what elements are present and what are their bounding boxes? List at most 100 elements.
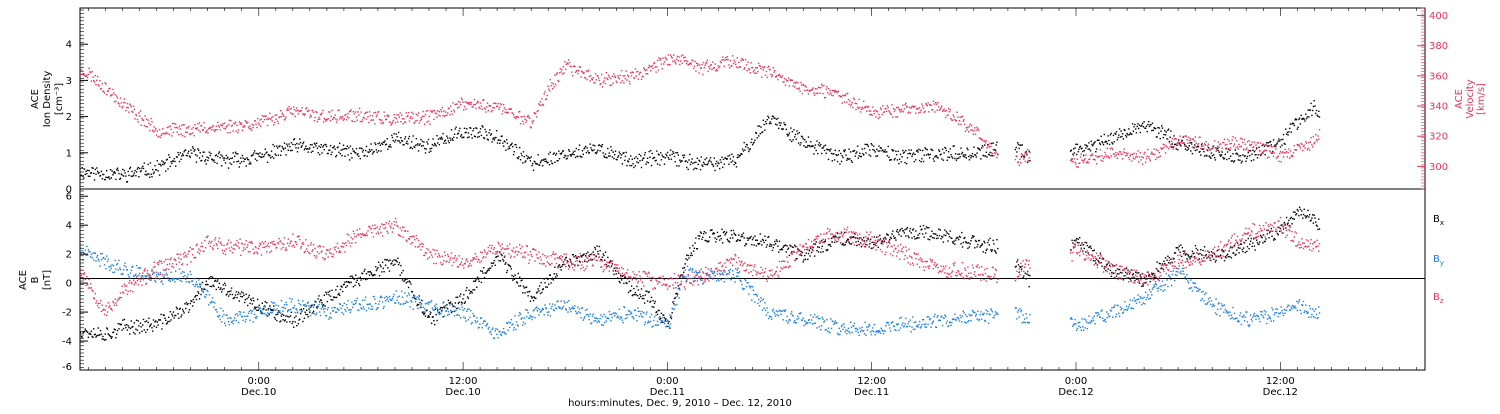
- data-point: [541, 292, 542, 293]
- data-point: [482, 271, 483, 272]
- data-point: [1073, 155, 1074, 156]
- data-point: [750, 72, 751, 73]
- data-point: [1219, 147, 1220, 148]
- data-point: [290, 315, 291, 316]
- data-point: [960, 156, 961, 157]
- data-point: [920, 111, 921, 112]
- data-point: [672, 57, 673, 58]
- data-point: [457, 297, 458, 298]
- data-point: [522, 162, 523, 163]
- data-point: [636, 156, 637, 157]
- data-point: [598, 77, 599, 78]
- data-point: [1086, 242, 1087, 243]
- data-point: [318, 298, 319, 299]
- data-point: [341, 286, 342, 287]
- data-point: [945, 148, 946, 149]
- data-point: [702, 74, 703, 75]
- data-point: [344, 282, 345, 283]
- data-point: [387, 267, 388, 268]
- data-point: [105, 333, 106, 334]
- data-point: [174, 161, 175, 162]
- data-point: [1083, 244, 1084, 245]
- data-point: [301, 147, 302, 148]
- data-point: [707, 60, 708, 61]
- data-point: [1022, 155, 1023, 156]
- data-point: [565, 69, 566, 70]
- data-point: [165, 171, 166, 172]
- data-point: [1199, 151, 1200, 152]
- data-point: [107, 328, 108, 329]
- data-point: [917, 237, 918, 238]
- data-point: [803, 261, 804, 262]
- data-point: [1310, 141, 1311, 142]
- data-point: [830, 92, 831, 93]
- data-point: [380, 264, 381, 265]
- data-point: [1227, 254, 1228, 255]
- data-point: [898, 107, 899, 108]
- data-point: [145, 126, 146, 127]
- data-point: [539, 104, 540, 105]
- data-point: [108, 176, 109, 177]
- data-point: [1135, 272, 1136, 273]
- data-point: [891, 114, 892, 115]
- data-point: [1309, 214, 1310, 215]
- data-point: [247, 305, 248, 306]
- data-point: [966, 148, 967, 149]
- data-point: [172, 315, 173, 316]
- data-point: [361, 121, 362, 122]
- data-point: [222, 125, 223, 126]
- data-point: [809, 146, 810, 147]
- data-point: [511, 275, 512, 276]
- data-point: [913, 153, 914, 154]
- data-point: [495, 265, 496, 266]
- data-point: [871, 115, 872, 116]
- data-point: [802, 136, 803, 137]
- data-point: [370, 271, 371, 272]
- data-point: [483, 99, 484, 100]
- data-point: [522, 292, 523, 293]
- data-point: [170, 166, 171, 167]
- data-point: [609, 152, 610, 153]
- data-point: [342, 291, 343, 292]
- data-point: [607, 257, 608, 258]
- data-point: [772, 75, 773, 76]
- data-point: [733, 230, 734, 231]
- data-point: [668, 157, 669, 158]
- data-point: [1271, 228, 1272, 229]
- data-point: [377, 143, 378, 144]
- data-point: [749, 69, 750, 70]
- data-point: [626, 70, 627, 71]
- data-point: [716, 239, 717, 240]
- data-point: [354, 279, 355, 280]
- data-point: [86, 173, 87, 174]
- data-point: [1279, 153, 1280, 154]
- data-point: [1084, 242, 1085, 243]
- data-point: [1266, 142, 1267, 143]
- data-point: [452, 140, 453, 141]
- data-point: [216, 289, 217, 290]
- data-point: [747, 62, 748, 63]
- data-point: [378, 262, 379, 263]
- data-point: [1158, 133, 1159, 134]
- data-point: [986, 249, 987, 250]
- data-point: [760, 126, 761, 127]
- data-point: [122, 320, 123, 321]
- data-point: [84, 331, 85, 332]
- data-point: [858, 99, 859, 100]
- data-point: [788, 77, 789, 78]
- data-point: [773, 116, 774, 117]
- data-point: [460, 104, 461, 105]
- data-point: [367, 116, 368, 117]
- data-point: [1314, 218, 1315, 219]
- data-point: [1128, 128, 1129, 129]
- data-point: [493, 103, 494, 104]
- data-point: [664, 61, 665, 62]
- data-point: [346, 148, 347, 149]
- data-point: [418, 112, 419, 113]
- data-point: [860, 111, 861, 112]
- data-point: [196, 162, 197, 163]
- data-point: [613, 151, 614, 152]
- data-point: [1173, 148, 1174, 149]
- data-point: [98, 327, 99, 328]
- data-point: [102, 83, 103, 84]
